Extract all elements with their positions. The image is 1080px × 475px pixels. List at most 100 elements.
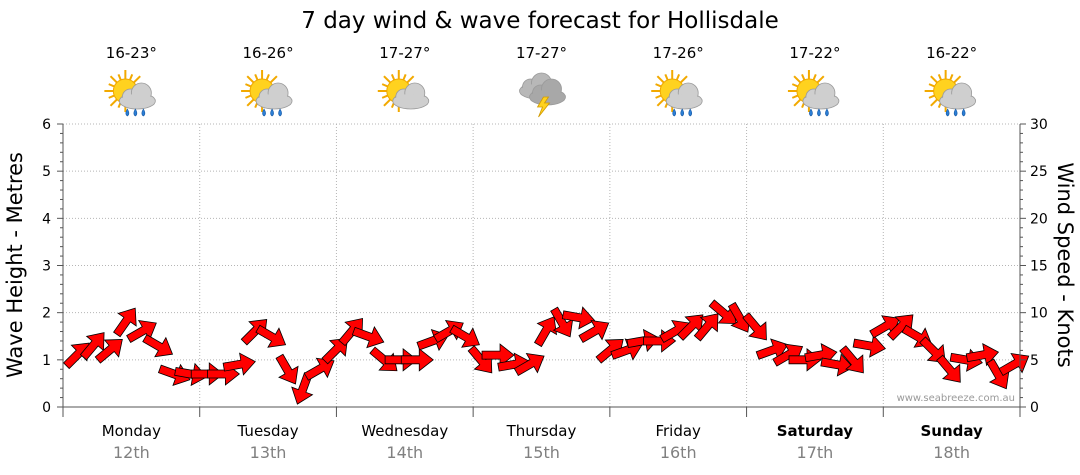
- right-tick-label: 15: [1030, 259, 1048, 275]
- temperature-range: 16-26°: [243, 44, 294, 62]
- sun-ray: [245, 83, 252, 88]
- sun-ray: [402, 73, 407, 81]
- wind-arrow: [351, 326, 385, 349]
- sun-ray: [679, 75, 688, 84]
- sun-ray: [812, 73, 817, 81]
- wind-arrow-shape: [275, 353, 299, 385]
- wind-arrow: [113, 307, 137, 338]
- wind-arrow: [626, 328, 660, 353]
- wind-arrow: [142, 334, 174, 358]
- cloud-part: [940, 94, 975, 108]
- wind-arrow: [321, 337, 348, 365]
- sun-ray: [390, 73, 396, 81]
- sun-ray: [108, 94, 115, 99]
- sun-cloud-rain-icon: [787, 70, 840, 117]
- sun-ray: [953, 75, 962, 84]
- cloud-part: [393, 94, 428, 108]
- wind-arrow: [965, 343, 1000, 367]
- sun-cloud-rain-icon: [104, 70, 156, 117]
- day-label: Friday: [655, 422, 701, 440]
- left-axis-title: Wave Height - Metres: [3, 152, 27, 378]
- wind-arrow-shape: [255, 324, 287, 348]
- left-tick-label: 6: [42, 117, 51, 133]
- left-tick-label: 5: [42, 164, 51, 180]
- lightning-bolt: [536, 96, 551, 118]
- wind-arrow-shape: [693, 313, 719, 342]
- sun-ray: [664, 73, 669, 81]
- sun-ray: [801, 73, 806, 81]
- left-tick-label: 0: [42, 400, 51, 416]
- wind-arrow: [839, 345, 864, 374]
- rain-drop: [961, 108, 966, 117]
- sun-ray: [381, 94, 389, 99]
- left-tick-label: 3: [42, 259, 51, 275]
- wind-arrow: [222, 352, 256, 376]
- wind-arrow-shape: [626, 328, 660, 353]
- date-label: 16th: [660, 443, 697, 462]
- wind-arrow: [174, 362, 208, 387]
- sun-ray: [383, 98, 392, 107]
- cloud-part: [120, 94, 155, 108]
- sun-cloud-rain-icon: [651, 70, 703, 117]
- sun-ray: [937, 73, 942, 81]
- wind-arrow-shape: [467, 345, 493, 374]
- sun-cloud-rain-icon: [924, 70, 977, 117]
- wind-arrow-shape: [142, 334, 174, 358]
- wind-arrow: [561, 306, 596, 330]
- wind-arrow-shape: [965, 343, 1000, 367]
- sun-ray: [245, 94, 252, 99]
- day-label: Wednesday: [361, 422, 448, 440]
- sun-ray: [791, 83, 799, 88]
- wind-arrow: [919, 336, 946, 363]
- left-tick-label: 1: [42, 353, 51, 369]
- wind-arrow: [693, 313, 719, 342]
- wind-arrow-shape: [113, 307, 137, 338]
- rain-drop: [262, 108, 266, 117]
- sun-ray: [928, 83, 935, 88]
- day-label: Sunday: [920, 422, 983, 440]
- rain-drop: [125, 108, 130, 117]
- sun-ray: [109, 98, 118, 107]
- wind-arrow-shape: [174, 362, 208, 387]
- wind-arrow: [467, 345, 493, 374]
- sun-ray: [930, 75, 938, 84]
- wind-arrow-shape: [222, 352, 256, 376]
- wind-arrow: [94, 339, 123, 364]
- cloud-part: [257, 94, 292, 108]
- sun-ray: [816, 75, 825, 84]
- rain-drop: [141, 108, 146, 117]
- right-tick-label: 25: [1030, 164, 1048, 180]
- date-label: 12th: [113, 443, 150, 462]
- wind-arrow-shape: [533, 316, 558, 348]
- wind-arrow: [578, 319, 610, 344]
- wind-arrow: [255, 324, 287, 348]
- right-tick-label: 0: [1030, 400, 1039, 416]
- wind-arrow-shape: [919, 336, 946, 363]
- chart-title: 7 day wind & wave forecast for Hollisdal…: [301, 8, 779, 34]
- rain-drop: [270, 108, 274, 117]
- rain-drop: [809, 108, 813, 117]
- wind-arrow-shape: [449, 324, 481, 348]
- wind-arrow: [533, 316, 558, 348]
- wind-arrow-shape: [936, 354, 961, 383]
- rain-drop: [825, 108, 829, 117]
- wind-arrow-shape: [742, 312, 767, 341]
- sun-ray: [406, 75, 415, 84]
- wind-arrow-shape: [400, 348, 434, 372]
- cloud-part: [803, 94, 838, 108]
- rain-drop: [680, 108, 685, 117]
- sun-ray: [949, 73, 954, 81]
- wind-arrow-shape: [321, 337, 348, 365]
- rain-drop: [133, 108, 138, 117]
- sun-ray: [655, 83, 662, 88]
- right-tick-label: 20: [1030, 211, 1048, 227]
- wind-arrow-shape: [998, 353, 1030, 377]
- wind-arrow-shape: [852, 334, 886, 358]
- wind-arrow-shape: [513, 353, 545, 377]
- wind-arrow-shape: [369, 346, 398, 372]
- sun-ray: [381, 83, 389, 88]
- sun-ray: [656, 98, 665, 107]
- wind-arrow: [79, 332, 105, 361]
- credit-text: www.seabreeze.com.au: [897, 393, 1015, 404]
